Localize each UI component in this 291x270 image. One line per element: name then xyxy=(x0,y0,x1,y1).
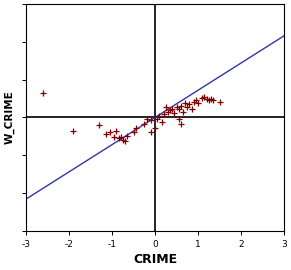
X-axis label: CRIME: CRIME xyxy=(133,253,177,266)
Y-axis label: W_CRIME: W_CRIME xyxy=(4,90,15,144)
